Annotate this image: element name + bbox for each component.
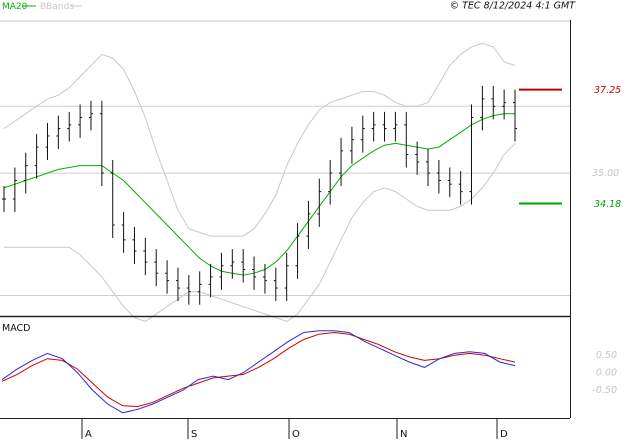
ma20-line xyxy=(3,113,515,276)
macd-panel: MACD 0.50 0.00 -0.50 xyxy=(0,315,617,419)
macd-line xyxy=(1,330,516,414)
level-label-1: 34.18 xyxy=(594,199,621,210)
macd-title: MACD xyxy=(2,323,30,334)
x-tick-label: O xyxy=(292,429,300,440)
x-tick-label: D xyxy=(500,429,508,440)
x-tick-label: N xyxy=(400,429,407,440)
legend-ma20: MA20 xyxy=(2,2,28,12)
macd-tick-label: 0.00 xyxy=(596,368,617,379)
x-tick-label: A xyxy=(85,429,92,440)
bband-upper-line xyxy=(3,42,516,237)
copyright-text: © TEC 8/12/2024 4:1 GMT xyxy=(450,1,577,12)
macd-tick-label: 0.50 xyxy=(596,350,617,361)
x-tick-label: S xyxy=(191,429,197,440)
legend-bbands: BBands xyxy=(40,2,74,12)
macd-signal-line xyxy=(1,331,516,408)
price-tick-label: 35.00 xyxy=(592,168,619,179)
price-panel: 35.00 37.25 34.18 xyxy=(0,20,621,322)
level-label-0: 37.25 xyxy=(594,85,621,96)
bband-lower-line xyxy=(4,143,516,322)
macd-tick-label: -0.50 xyxy=(592,385,617,396)
